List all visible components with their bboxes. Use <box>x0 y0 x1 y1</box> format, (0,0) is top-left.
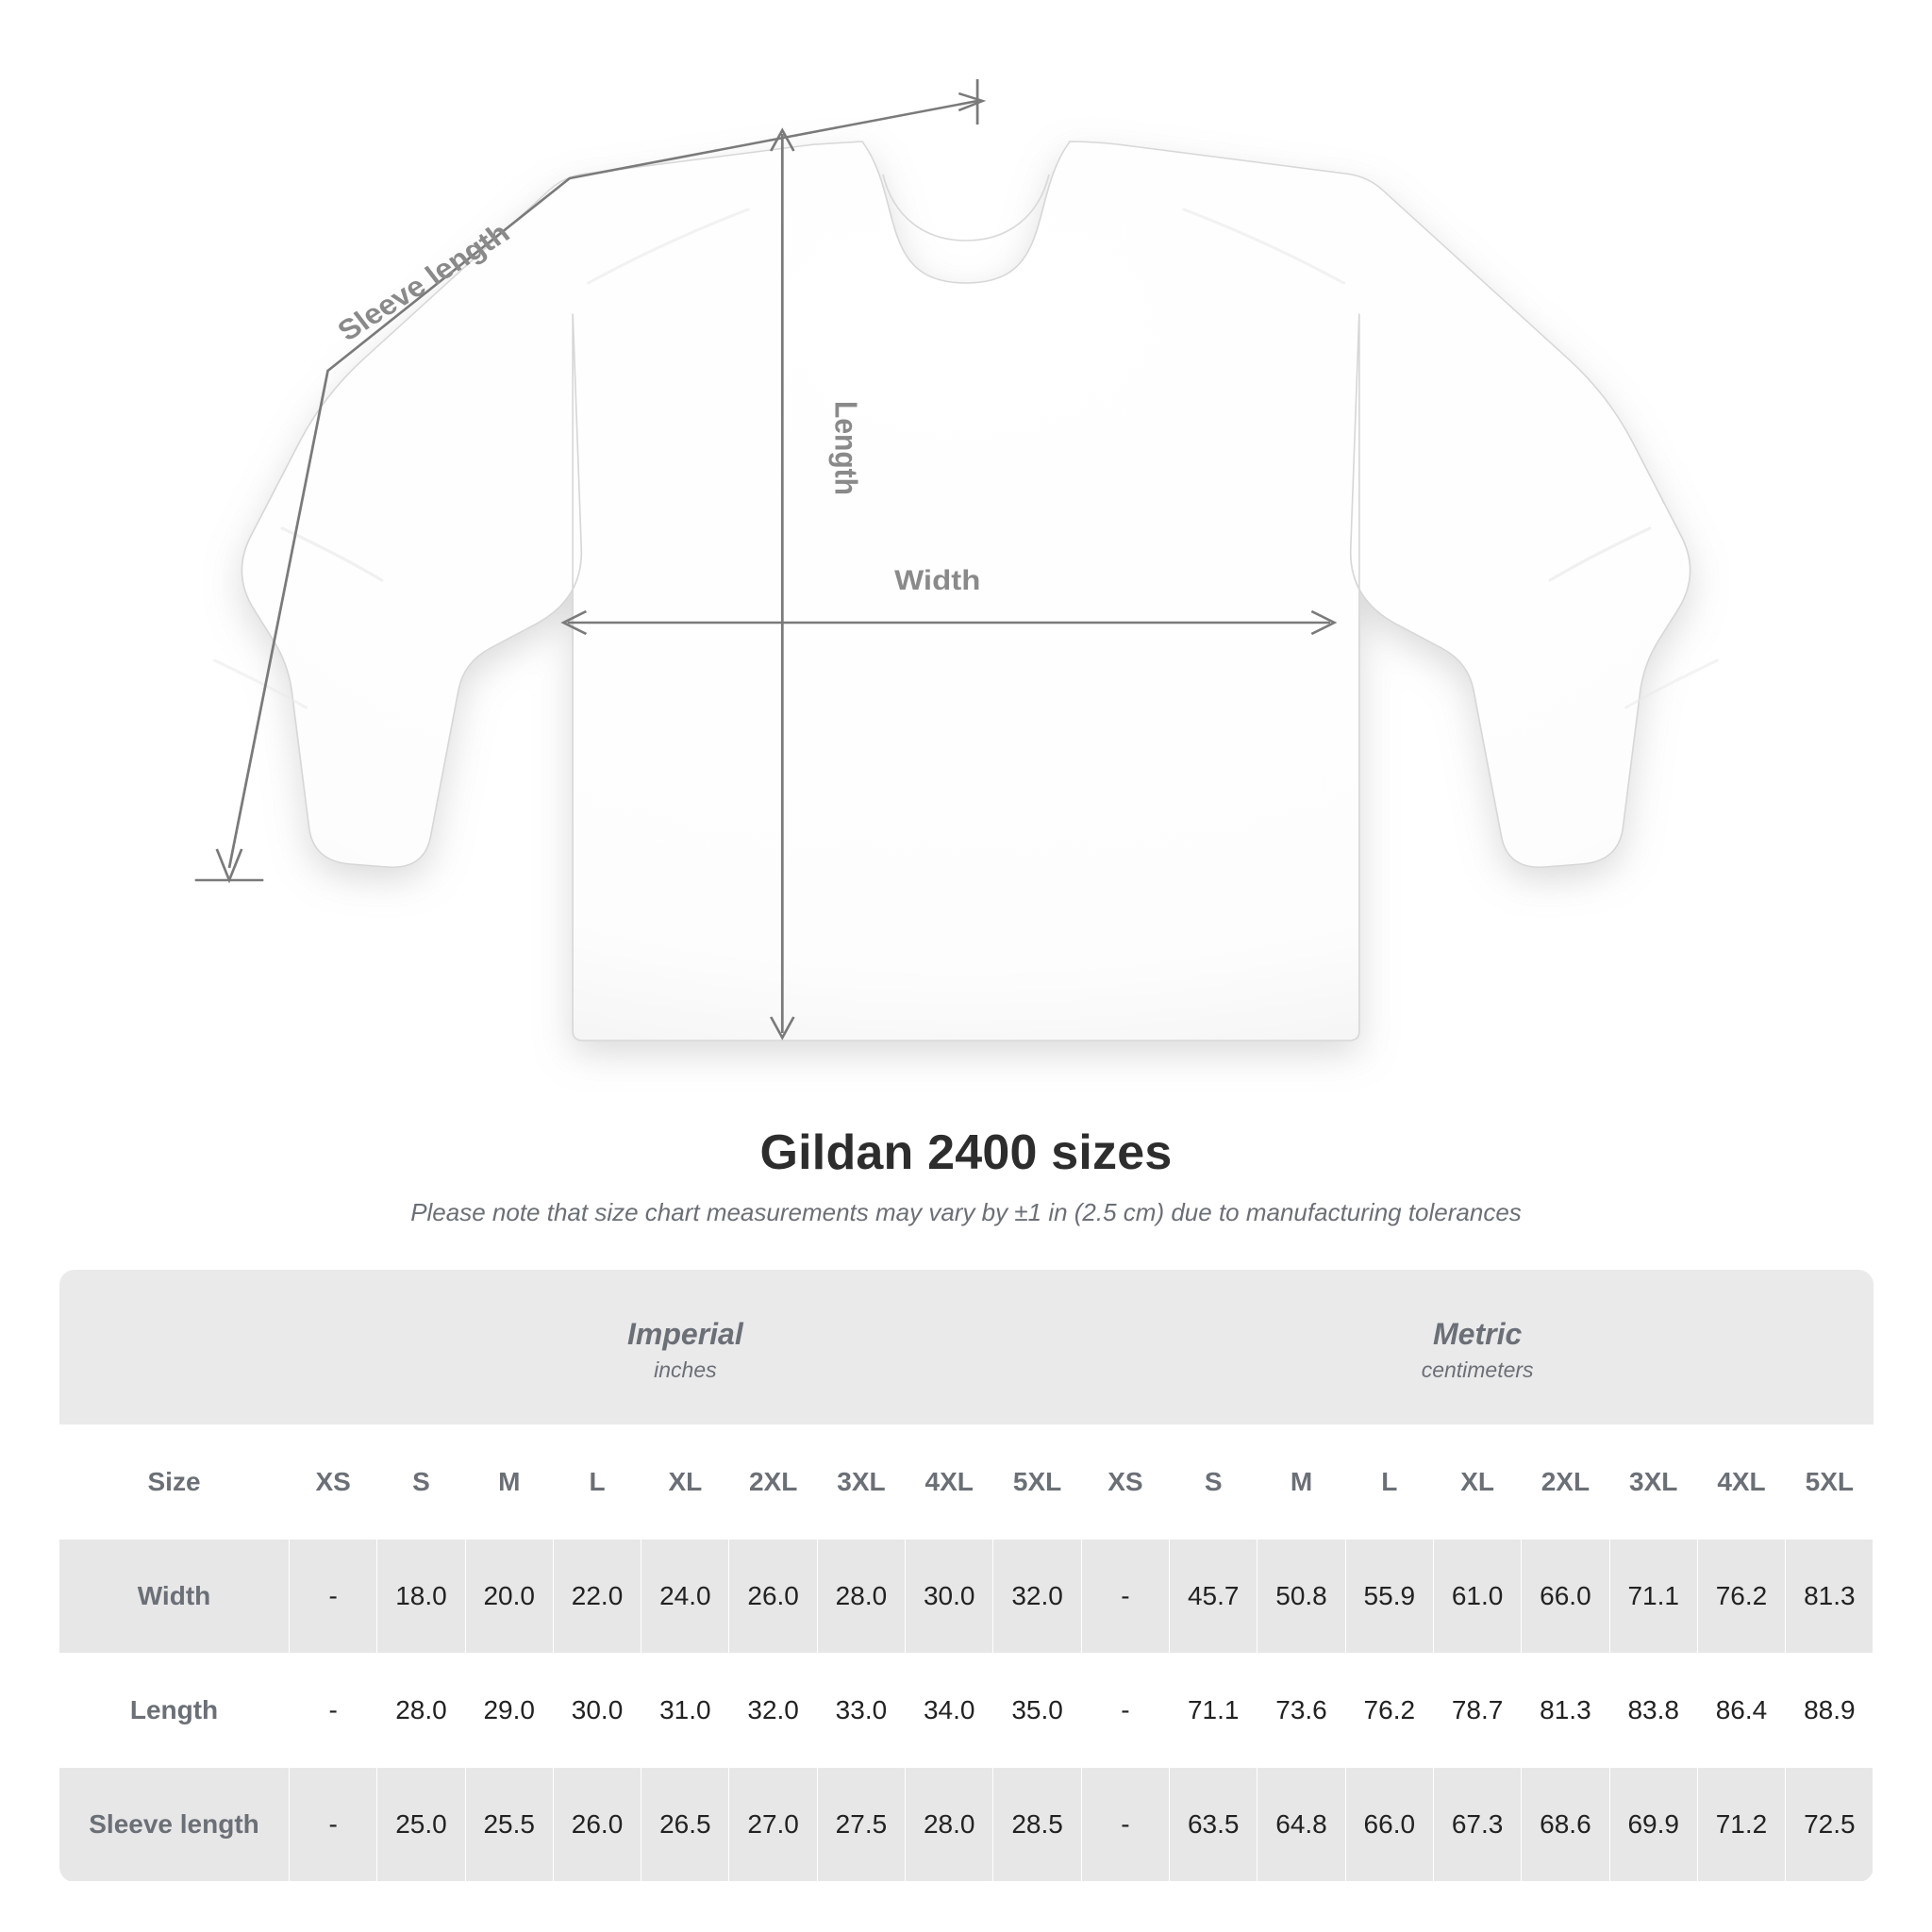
svg-text:Length: Length <box>828 401 864 495</box>
svg-text:Width: Width <box>894 563 980 595</box>
